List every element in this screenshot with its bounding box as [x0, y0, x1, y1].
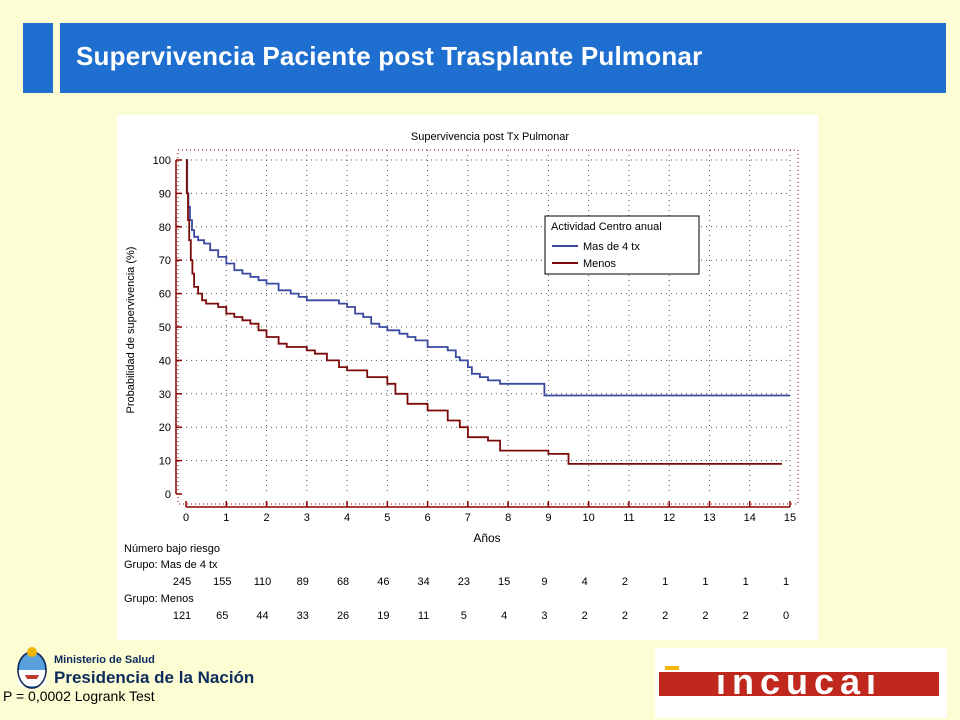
risk-group-label-menos: Grupo: Menos: [124, 593, 194, 605]
risk-count: 11: [417, 610, 430, 622]
y-tick-label: 30: [159, 389, 171, 401]
risk-count: 1: [742, 576, 749, 588]
x-tick-label: 3: [304, 512, 310, 524]
y-tick-label: 80: [159, 222, 171, 234]
incucai-logo-text: incucai: [716, 661, 882, 702]
survival-chart: Supervivencia post Tx Pulmonar Años Prob…: [125, 131, 799, 545]
ministry-name: Ministerio de Salud: [54, 654, 155, 666]
risk-count: 46: [377, 576, 390, 588]
header-bar: Supervivencia Paciente post Trasplante P…: [60, 23, 946, 93]
legend: Actividad Centro anual Mas de 4 tx Menos: [544, 215, 700, 275]
risk-table-header: Número bajo riesgo: [124, 543, 220, 555]
y-tick-label: 70: [159, 255, 171, 267]
risk-count: 2: [621, 610, 628, 622]
logrank-pvalue: P = 0,0002 Logrank Test: [3, 688, 155, 704]
y-tick-label: 60: [159, 289, 171, 301]
x-tick-label: 1: [223, 512, 229, 524]
risk-count: 26: [336, 610, 350, 622]
risk-count: 65: [216, 610, 229, 622]
risk-count: 2: [621, 576, 628, 588]
risk-count: 23: [457, 576, 470, 588]
risk-count: 121: [172, 610, 192, 622]
x-tick-label: 10: [583, 512, 595, 524]
x-tick-label: 12: [663, 512, 675, 524]
grid-layer: [177, 149, 799, 505]
x-tick-label: 5: [384, 512, 390, 524]
risk-count: 1: [662, 576, 669, 588]
x-axis-label: Años: [473, 531, 500, 545]
x-tick-label: 14: [744, 512, 756, 524]
legend-label-menos: Menos: [583, 258, 617, 270]
incucai-logo: incucai: [655, 648, 947, 718]
risk-count: 2: [742, 610, 749, 622]
risk-count: 5: [460, 610, 467, 622]
plot-frame: [177, 149, 799, 505]
risk-count: 4: [501, 610, 508, 622]
x-tick-label: 13: [703, 512, 715, 524]
coat-of-arms-icon: [17, 647, 47, 689]
chart-panel: Supervivencia post Tx Pulmonar Años Prob…: [117, 115, 818, 640]
y-tick-label: 10: [159, 456, 171, 468]
y-tick-label: 50: [159, 322, 171, 334]
risk-count: 89: [296, 576, 309, 588]
x-tick-label: 2: [263, 512, 269, 524]
series-layer: [185, 159, 790, 465]
risk-count: 4: [581, 576, 588, 588]
risk-count: 34: [417, 576, 430, 588]
legend-title: Actividad Centro anual: [551, 221, 662, 233]
y-tick-label: 100: [153, 155, 171, 167]
y-tick-label: 90: [159, 188, 171, 200]
number-at-risk-table: Número bajo riesgo Grupo: Mas de 4 tx 24…: [117, 542, 818, 640]
incucai-logo-image: incucai: [659, 661, 939, 702]
series-line-menos: [185, 159, 782, 465]
chart-title: Supervivencia post Tx Pulmonar: [411, 131, 569, 143]
y-tick-label: 0: [165, 489, 171, 501]
presidency-name: Presidencia de la Nación: [54, 668, 255, 687]
risk-count: 1: [702, 576, 709, 588]
x-tick-label: 11: [623, 512, 634, 524]
x-tick-label: 4: [344, 512, 350, 524]
y-axis-label: Probabilidad de supervivencia (%): [125, 247, 137, 414]
risk-count: 245: [172, 576, 192, 588]
risk-count: 110: [253, 576, 272, 588]
y-tick-label: 40: [159, 355, 171, 367]
risk-count: 44: [256, 610, 269, 622]
risk-count: 2: [662, 610, 669, 622]
x-tick-label: 15: [784, 512, 796, 524]
x-tick-label: 0: [183, 512, 189, 524]
x-tick-label: 8: [505, 512, 511, 524]
risk-count: 68: [336, 576, 350, 588]
header-accent-block: [23, 23, 53, 93]
risk-count: 3: [541, 610, 548, 622]
risk-count: 2: [581, 610, 588, 622]
y-tick-label: 20: [159, 422, 171, 434]
risk-count: 0: [782, 610, 790, 622]
risk-count: 2: [702, 610, 709, 622]
ministry-logo: Ministerio de Salud Presidencia de la Na…: [12, 645, 272, 695]
legend-label-mas: Mas de 4 tx: [583, 241, 640, 253]
risk-count: 15: [498, 576, 511, 588]
risk-count: 19: [377, 610, 390, 622]
risk-count: 33: [296, 610, 309, 622]
series-line-mas-de-4-tx: [186, 159, 790, 397]
page-title: Supervivencia Paciente post Trasplante P…: [76, 41, 703, 71]
risk-group-label-mas: Grupo: Mas de 4 tx: [124, 559, 218, 571]
x-tick-label: 6: [425, 512, 431, 524]
x-tick-label: 9: [545, 512, 551, 524]
risk-count: 155: [213, 576, 232, 588]
x-tick-label: 7: [465, 512, 471, 524]
risk-count: 1: [782, 576, 790, 588]
risk-count: 9: [541, 576, 548, 588]
